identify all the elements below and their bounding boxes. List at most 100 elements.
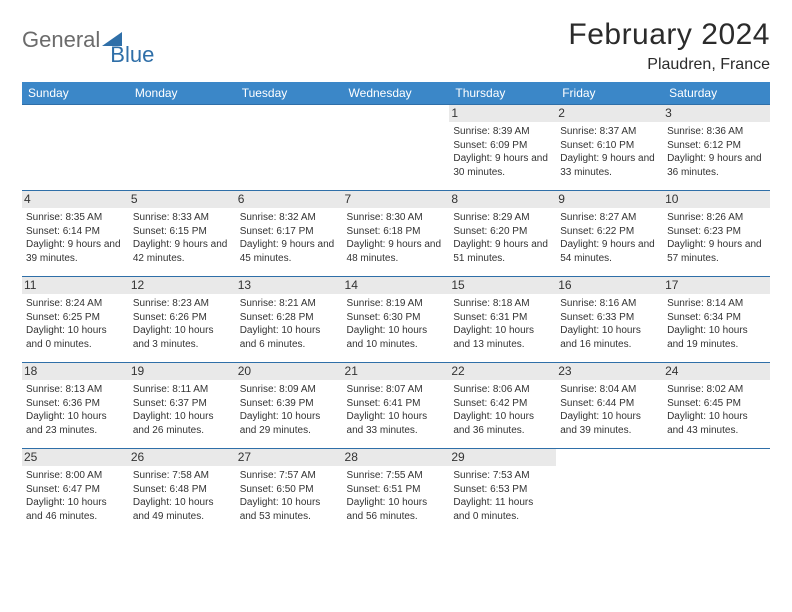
day-number: 23 bbox=[556, 363, 663, 380]
empty-cell bbox=[663, 449, 770, 535]
sunrise-line: Sunrise: 8:11 AM bbox=[133, 383, 232, 397]
daylight-line: Daylight: 10 hours and 56 minutes. bbox=[347, 496, 446, 523]
empty-cell bbox=[129, 105, 236, 191]
empty-cell bbox=[343, 105, 450, 191]
daylight-line: Daylight: 10 hours and 16 minutes. bbox=[560, 324, 659, 351]
sunrise-line: Sunrise: 8:33 AM bbox=[133, 211, 232, 225]
daylight-line: Daylight: 10 hours and 23 minutes. bbox=[26, 410, 125, 437]
sunset-line: Sunset: 6:47 PM bbox=[26, 483, 125, 497]
sunset-line: Sunset: 6:39 PM bbox=[240, 397, 339, 411]
sunset-line: Sunset: 6:09 PM bbox=[453, 139, 552, 153]
daylight-line: Daylight: 9 hours and 54 minutes. bbox=[560, 238, 659, 265]
calendar-row: 25Sunrise: 8:00 AMSunset: 6:47 PMDayligh… bbox=[22, 449, 770, 535]
daylight-line: Daylight: 9 hours and 36 minutes. bbox=[667, 152, 766, 179]
day-cell: 17Sunrise: 8:14 AMSunset: 6:34 PMDayligh… bbox=[663, 277, 770, 363]
day-details: Sunrise: 8:07 AMSunset: 6:41 PMDaylight:… bbox=[347, 383, 446, 437]
calendar-row: 18Sunrise: 8:13 AMSunset: 6:36 PMDayligh… bbox=[22, 363, 770, 449]
sunset-line: Sunset: 6:15 PM bbox=[133, 225, 232, 239]
sunrise-line: Sunrise: 8:39 AM bbox=[453, 125, 552, 139]
day-cell: 19 Sunrise: 8:11 AMSunset: 6:37 PMDayligh… bbox=[129, 363, 236, 449]
day-number: 16 bbox=[556, 277, 663, 294]
day-details: Sunrise: 8:37 AMSunset: 6:10 PMDaylight:… bbox=[560, 125, 659, 179]
sunrise-line: Sunrise: 8:30 AM bbox=[347, 211, 446, 225]
sunset-line: Sunset: 6:36 PM bbox=[26, 397, 125, 411]
sunrise-line: Sunrise: 7:57 AM bbox=[240, 469, 339, 483]
sunset-line: Sunset: 6:42 PM bbox=[453, 397, 552, 411]
day-cell: 9Sunrise: 8:27 AMSunset: 6:22 PMDaylight… bbox=[556, 191, 663, 277]
sunrise-line: Sunrise: 8:07 AM bbox=[347, 383, 446, 397]
day-number: 29 bbox=[449, 449, 556, 466]
day-details: Sunrise: 8:21 AMSunset: 6:28 PMDaylight:… bbox=[240, 297, 339, 351]
day-cell: 5Sunrise: 8:33 AMSunset: 6:15 PMDaylight… bbox=[129, 191, 236, 277]
sunset-line: Sunset: 6:53 PM bbox=[453, 483, 552, 497]
daylight-line: Daylight: 10 hours and 49 minutes. bbox=[133, 496, 232, 523]
sunset-line: Sunset: 6:30 PM bbox=[347, 311, 446, 325]
daylight-line: Daylight: 10 hours and 39 minutes. bbox=[560, 410, 659, 437]
sunset-line: Sunset: 6:25 PM bbox=[26, 311, 125, 325]
sunset-line: Sunset: 6:28 PM bbox=[240, 311, 339, 325]
daylight-line: Daylight: 10 hours and 0 minutes. bbox=[26, 324, 125, 351]
daylight-line: Daylight: 10 hours and 43 minutes. bbox=[667, 410, 766, 437]
sunrise-line: Sunrise: 8:26 AM bbox=[667, 211, 766, 225]
sunset-line: Sunset: 6:33 PM bbox=[560, 311, 659, 325]
day-cell: 12Sunrise: 8:23 AMSunset: 6:26 PMDayligh… bbox=[129, 277, 236, 363]
day-details: Sunrise: 8:02 AMSunset: 6:45 PMDaylight:… bbox=[667, 383, 766, 437]
sunrise-line: Sunrise: 8:24 AM bbox=[26, 297, 125, 311]
sunrise-line: Sunrise: 8:29 AM bbox=[453, 211, 552, 225]
daylight-line: Daylight: 10 hours and 10 minutes. bbox=[347, 324, 446, 351]
sunset-line: Sunset: 6:41 PM bbox=[347, 397, 446, 411]
day-cell: 15Sunrise: 8:18 AMSunset: 6:31 PMDayligh… bbox=[449, 277, 556, 363]
day-number: 14 bbox=[343, 277, 450, 294]
daylight-line: Daylight: 9 hours and 30 minutes. bbox=[453, 152, 552, 179]
sunrise-line: Sunrise: 7:58 AM bbox=[133, 469, 232, 483]
day-details: Sunrise: 8:39 AMSunset: 6:09 PMDaylight:… bbox=[453, 125, 552, 179]
sunrise-line: Sunrise: 8:06 AM bbox=[453, 383, 552, 397]
sunrise-line: Sunrise: 8:19 AM bbox=[347, 297, 446, 311]
day-number: 19 bbox=[129, 363, 236, 380]
day-cell: 7Sunrise: 8:30 AMSunset: 6:18 PMDaylight… bbox=[343, 191, 450, 277]
sunset-line: Sunset: 6:51 PM bbox=[347, 483, 446, 497]
day-cell: 10Sunrise: 8:26 AMSunset: 6:23 PMDayligh… bbox=[663, 191, 770, 277]
daylight-line: Daylight: 9 hours and 33 minutes. bbox=[560, 152, 659, 179]
daylight-line: Daylight: 10 hours and 3 minutes. bbox=[133, 324, 232, 351]
day-cell: 22Sunrise: 8:06 AMSunset: 6:42 PMDayligh… bbox=[449, 363, 556, 449]
sunrise-line: Sunrise: 8:21 AM bbox=[240, 297, 339, 311]
sunrise-line: Sunrise: 8:04 AM bbox=[560, 383, 659, 397]
sunset-line: Sunset: 6:12 PM bbox=[667, 139, 766, 153]
weekday-header: Monday bbox=[129, 82, 236, 105]
day-cell: 11Sunrise: 8:24 AMSunset: 6:25 PMDayligh… bbox=[22, 277, 129, 363]
day-number: 18 bbox=[22, 363, 129, 380]
day-number: 28 bbox=[343, 449, 450, 466]
day-details: Sunrise: 8:27 AMSunset: 6:22 PMDaylight:… bbox=[560, 211, 659, 265]
daylight-line: Daylight: 9 hours and 51 minutes. bbox=[453, 238, 552, 265]
day-cell: 8Sunrise: 8:29 AMSunset: 6:20 PMDaylight… bbox=[449, 191, 556, 277]
day-number: 24 bbox=[663, 363, 770, 380]
weekday-header: Friday bbox=[556, 82, 663, 105]
day-details: Sunrise: 7:53 AMSunset: 6:53 PMDaylight:… bbox=[453, 469, 552, 523]
daylight-line: Daylight: 10 hours and 6 minutes. bbox=[240, 324, 339, 351]
page-title: February 2024 bbox=[568, 18, 770, 52]
calendar-header-row: SundayMondayTuesdayWednesdayThursdayFrid… bbox=[22, 82, 770, 105]
day-details: Sunrise: 8:26 AMSunset: 6:23 PMDaylight:… bbox=[667, 211, 766, 265]
day-cell: 1Sunrise: 8:39 AMSunset: 6:09 PMDaylight… bbox=[449, 105, 556, 191]
day-number: 8 bbox=[449, 191, 556, 208]
day-cell: 20Sunrise: 8:09 AMSunset: 6:39 PMDayligh… bbox=[236, 363, 343, 449]
sunrise-line: Sunrise: 8:18 AM bbox=[453, 297, 552, 311]
sunset-line: Sunset: 6:50 PM bbox=[240, 483, 339, 497]
day-number: 4 bbox=[22, 191, 129, 208]
daylight-line: Daylight: 10 hours and 33 minutes. bbox=[347, 410, 446, 437]
sunrise-line: Sunrise: 8:37 AM bbox=[560, 125, 659, 139]
empty-cell bbox=[236, 105, 343, 191]
day-details: Sunrise: 8:09 AMSunset: 6:39 PMDaylight:… bbox=[240, 383, 339, 437]
daylight-line: Daylight: 10 hours and 53 minutes. bbox=[240, 496, 339, 523]
empty-cell bbox=[22, 105, 129, 191]
day-details: Sunrise: 8:36 AMSunset: 6:12 PMDaylight:… bbox=[667, 125, 766, 179]
sunset-line: Sunset: 6:37 PM bbox=[133, 397, 232, 411]
daylight-line: Daylight: 10 hours and 26 minutes. bbox=[133, 410, 232, 437]
daylight-line: Daylight: 11 hours and 0 minutes. bbox=[453, 496, 552, 523]
sunset-line: Sunset: 6:14 PM bbox=[26, 225, 125, 239]
day-cell: 4Sunrise: 8:35 AMSunset: 6:14 PMDaylight… bbox=[22, 191, 129, 277]
day-details: Sunrise: 8:14 AMSunset: 6:34 PMDaylight:… bbox=[667, 297, 766, 351]
header: General Blue February 2024 Plaudren, Fra… bbox=[22, 18, 770, 74]
sunset-line: Sunset: 6:34 PM bbox=[667, 311, 766, 325]
